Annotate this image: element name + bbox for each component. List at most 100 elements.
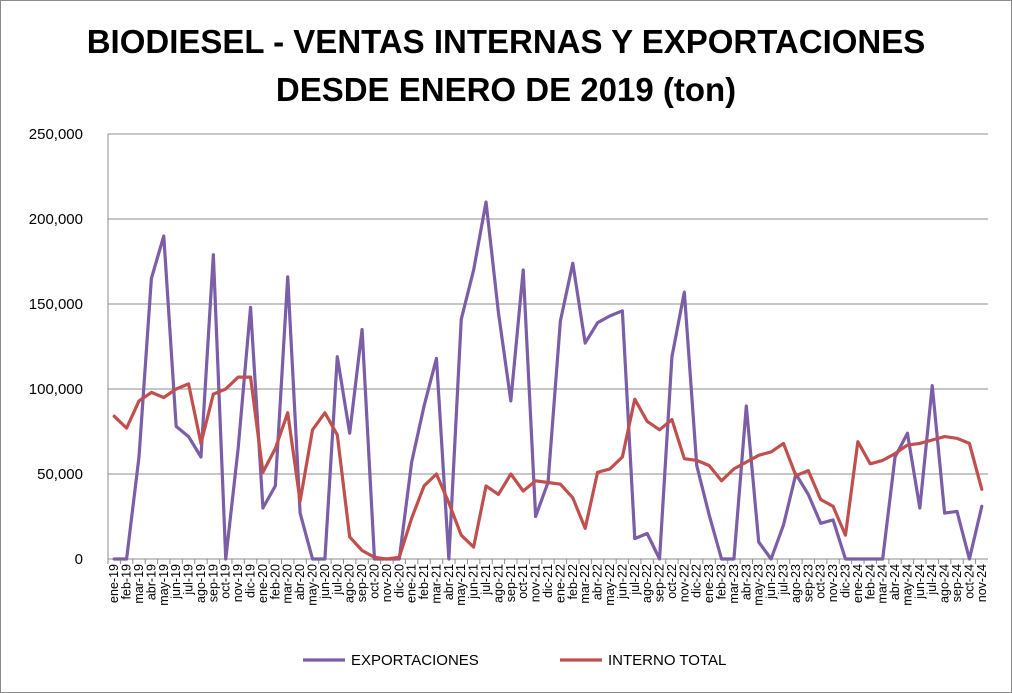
x-tick-label: dic-22: [690, 564, 704, 598]
data-point: [262, 471, 264, 473]
x-tick-label: ene-22: [553, 564, 567, 603]
x-tick-label: mar-20: [281, 564, 295, 604]
data-point: [894, 456, 896, 458]
data-point: [745, 461, 747, 463]
x-tick-label: may-20: [306, 564, 320, 606]
data-point: [609, 468, 611, 470]
data-point: [572, 262, 574, 264]
x-tick-label: ene-24: [851, 564, 865, 603]
data-point: [460, 534, 462, 536]
data-point: [981, 505, 983, 507]
y-tick-label: 200,000: [29, 211, 83, 228]
data-point: [435, 473, 438, 475]
x-tick-label: nov-22: [677, 564, 691, 602]
x-tick-label: feb-23: [715, 564, 729, 599]
data-point: [510, 473, 512, 475]
data-point: [473, 546, 475, 548]
x-tick-label: ene-21: [405, 564, 419, 603]
data-point: [658, 558, 661, 560]
data-point: [138, 456, 140, 458]
data-point: [411, 517, 413, 519]
data-point: [212, 254, 214, 256]
data-point: [150, 277, 152, 280]
x-tick-label: mar-24: [876, 564, 890, 604]
data-point: [559, 320, 561, 322]
data-point: [274, 447, 276, 450]
x-tick-label: ago-22: [640, 564, 654, 603]
x-tick-label: jun-22: [615, 564, 629, 600]
y-axis: 0 50,000 100,000 150,000 200,000 250,000: [29, 126, 109, 568]
data-point: [287, 276, 289, 278]
data-point: [770, 451, 772, 453]
x-tick-label: jun-24: [913, 564, 927, 600]
data-point: [324, 558, 326, 560]
data-point: [646, 420, 648, 422]
x-tick-label: dic-19: [244, 564, 258, 598]
data-point: [671, 356, 673, 358]
data-point: [832, 505, 834, 507]
y-tick-label: 0: [75, 551, 83, 568]
data-point: [522, 490, 524, 492]
data-point: [919, 442, 921, 444]
data-point: [423, 485, 425, 487]
chart-title-line-2: DESDE ENERO DE 2019 (ton): [275, 71, 737, 108]
data-point: [113, 558, 115, 560]
data-point: [844, 534, 847, 536]
x-tick-label: abr-20: [293, 564, 307, 600]
data-point: [820, 498, 822, 501]
data-point: [956, 510, 958, 512]
data-point: [559, 483, 561, 485]
data-point: [336, 356, 338, 358]
data-point: [683, 458, 685, 460]
data-point: [460, 318, 462, 320]
x-tick-label: abr-21: [442, 564, 456, 600]
data-point: [782, 524, 785, 526]
x-tick-label: sep-21: [504, 564, 518, 602]
data-point: [621, 310, 623, 312]
y-tick-label: 50,000: [37, 466, 83, 483]
x-tick-label: sep-20: [355, 564, 369, 602]
data-point: [138, 400, 140, 402]
x-tick-label: oct-19: [219, 564, 233, 599]
data-point: [200, 442, 202, 444]
data-point: [485, 201, 487, 203]
data-point: [658, 429, 661, 431]
data-point: [844, 558, 847, 560]
x-tick-label: dic-21: [541, 564, 555, 598]
data-point: [249, 376, 252, 378]
data-point: [832, 519, 834, 521]
data-point: [720, 480, 723, 482]
x-tick-label: nov-19: [231, 564, 245, 602]
data-point: [225, 558, 227, 560]
data-point: [249, 306, 252, 308]
x-tick-label: mar-22: [578, 564, 592, 604]
data-point: [770, 558, 772, 560]
data-point: [237, 447, 239, 450]
data-point: [163, 396, 165, 399]
x-tick-label: ago-23: [789, 564, 803, 603]
x-tick-label: nov-21: [529, 564, 543, 602]
data-point: [336, 434, 338, 436]
data-point: [621, 456, 623, 458]
x-tick-label: may-19: [157, 564, 171, 606]
x-axis: ene-19feb-19mar-19abr-19may-19jun-19jul-…: [107, 558, 989, 606]
data-point: [361, 549, 363, 552]
data-point: [906, 444, 909, 446]
x-tick-label: feb-19: [120, 564, 134, 599]
x-tick-label: abr-22: [591, 564, 605, 600]
x-tick-label: may-23: [752, 564, 766, 606]
data-point: [299, 512, 301, 514]
x-tick-label: nov-20: [380, 564, 394, 602]
data-point: [931, 385, 933, 387]
data-point: [882, 459, 884, 461]
data-point: [869, 558, 871, 560]
data-point: [944, 512, 946, 514]
data-point: [733, 468, 735, 470]
data-point: [262, 507, 264, 509]
x-tick-label: may-24: [900, 564, 914, 606]
legend-label: INTERNO TOTAL: [608, 652, 726, 669]
data-point: [125, 427, 128, 429]
data-point: [609, 315, 611, 317]
data-point: [968, 442, 971, 444]
